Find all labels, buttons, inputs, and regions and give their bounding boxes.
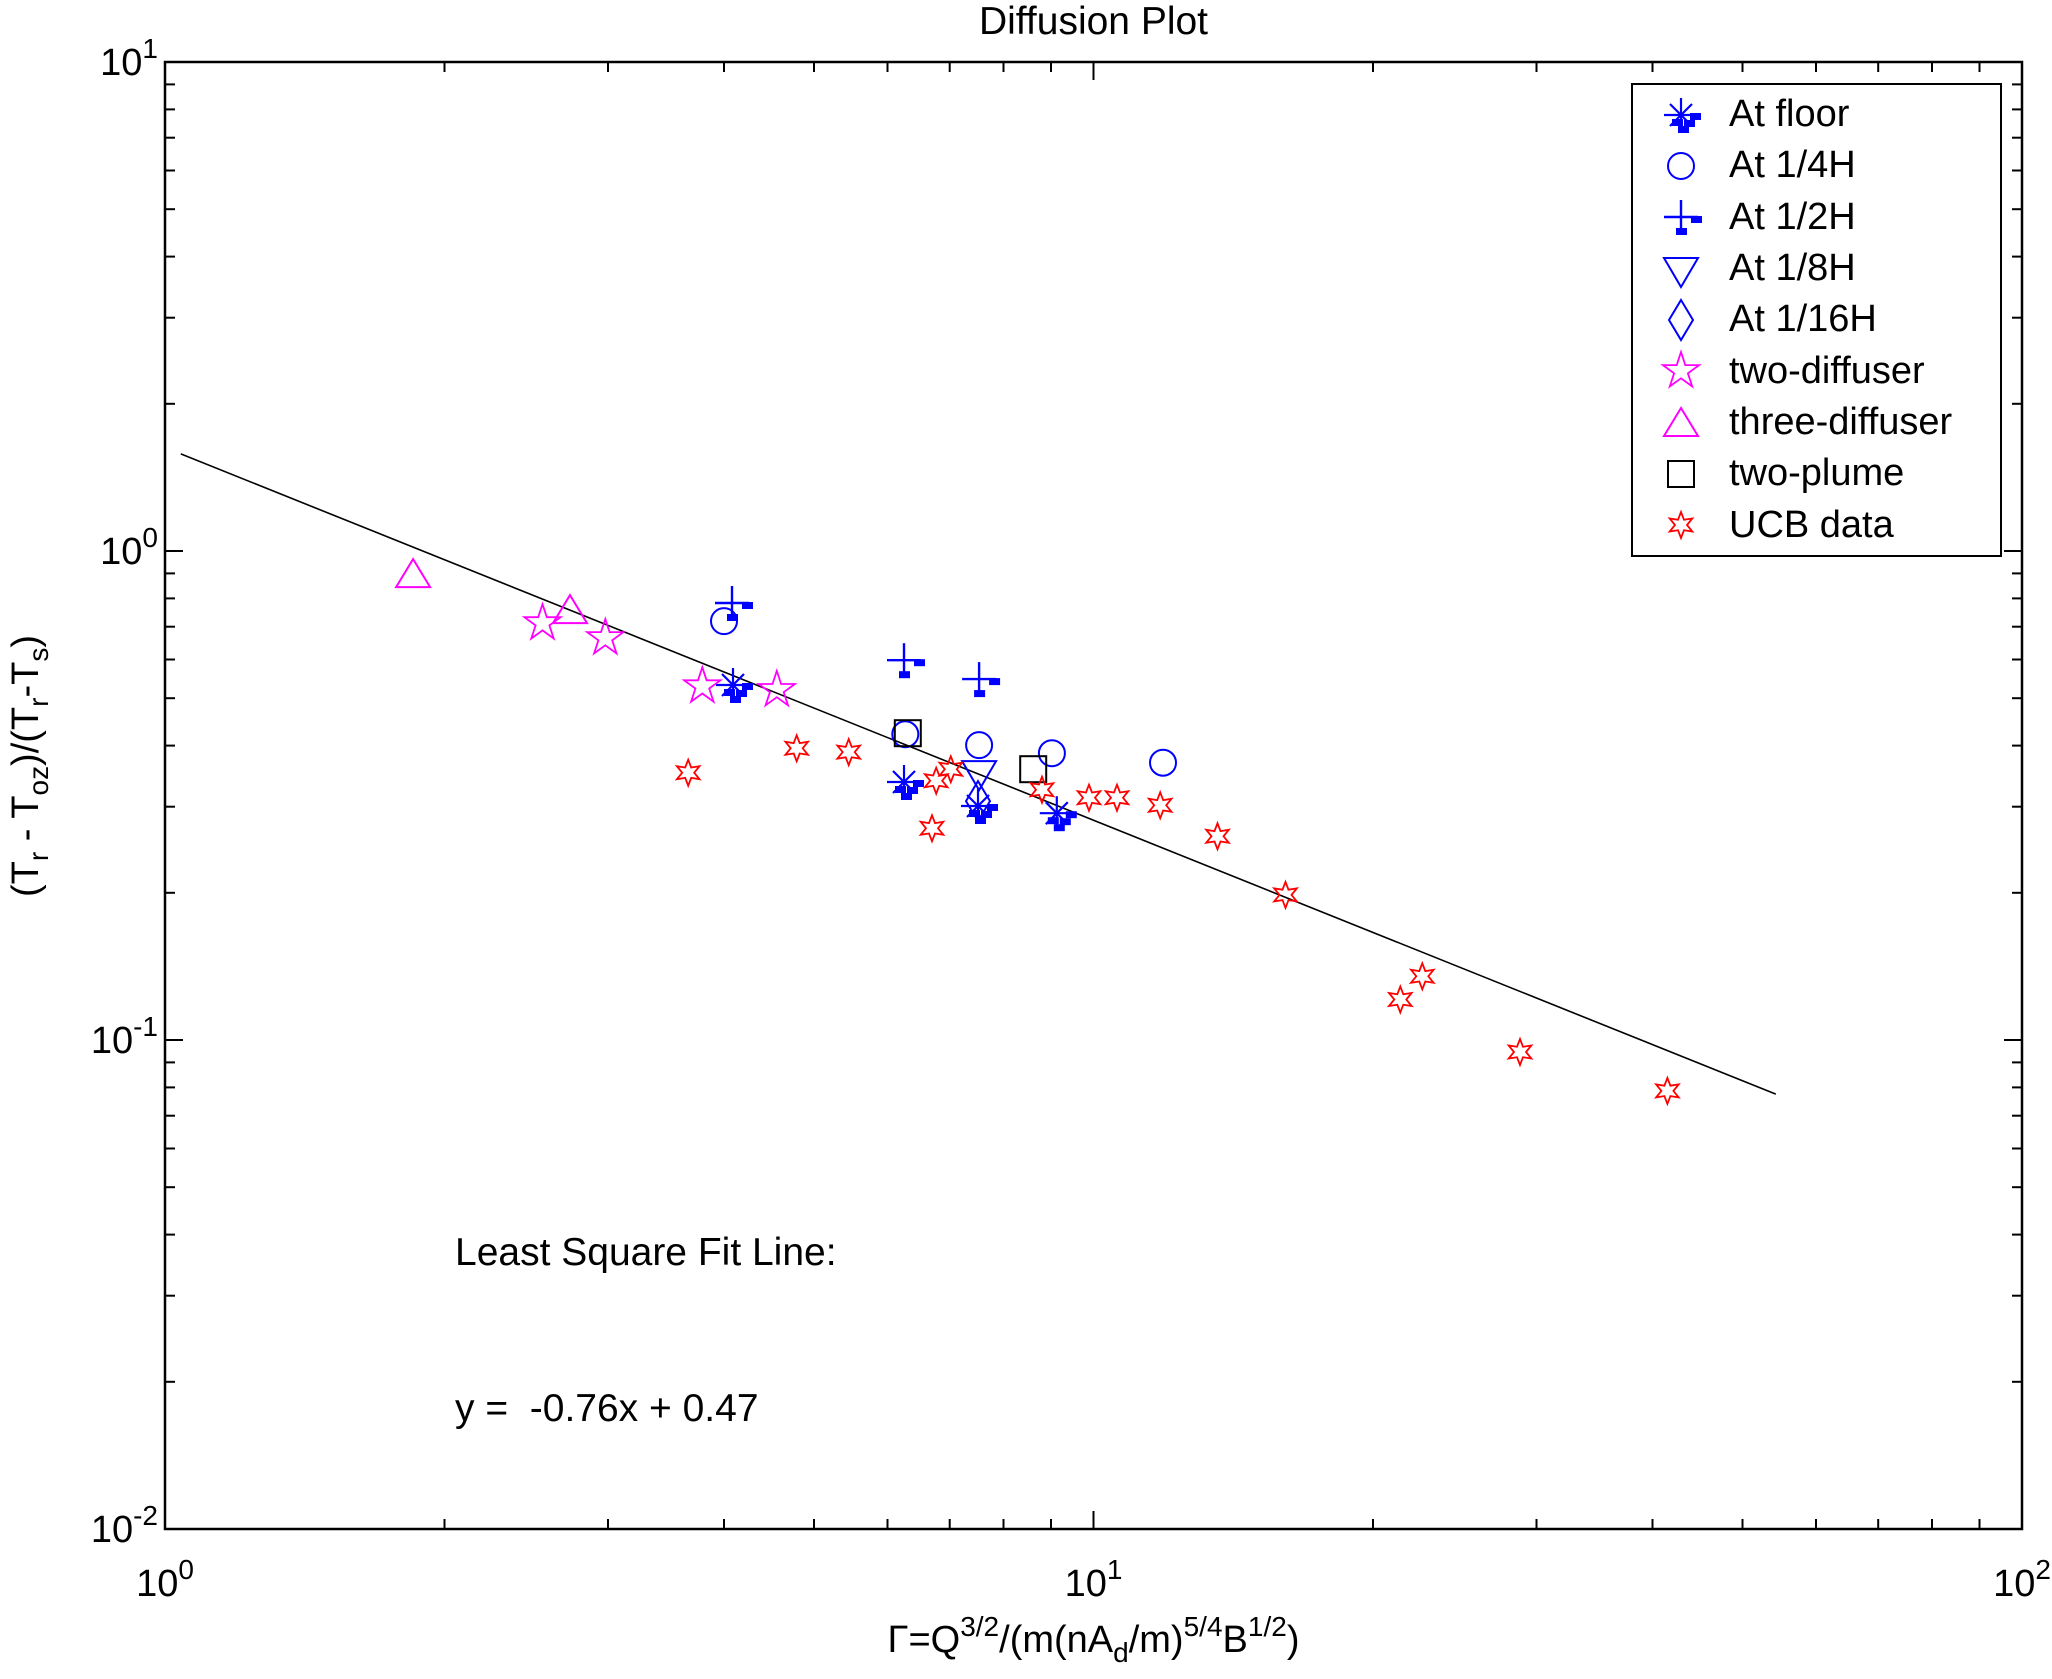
y-tick-label: 10-2 [91, 1500, 158, 1551]
x-axis-label: Γ=Q3/2/(m(nAd/m)5/4B1/2) [888, 1611, 1300, 1668]
series-at-1-2h [715, 586, 1001, 698]
data-point [674, 757, 702, 789]
data-point [783, 732, 811, 764]
legend-item-two-plume: two-plume [1633, 451, 2000, 497]
y-tick-label: 101 [100, 33, 158, 84]
data-point [961, 789, 998, 824]
data-point [1019, 755, 1048, 784]
triangle-up-marker-icon [1633, 400, 1729, 446]
data-point [835, 736, 863, 768]
data-point [893, 719, 922, 748]
data-point [937, 753, 965, 785]
circle-marker-icon [1633, 143, 1729, 189]
data-point [1386, 983, 1414, 1016]
data-point [1408, 960, 1436, 992]
data-point [1149, 748, 1177, 777]
data-point [394, 557, 432, 589]
series-two-diffuser [521, 601, 798, 708]
series-three-diffuser [394, 557, 589, 625]
data-point [891, 720, 920, 749]
data-point [1037, 739, 1066, 768]
data-point [1028, 774, 1056, 806]
legend-item-at-half-h: At 1/2H [1633, 194, 2000, 240]
data-point [1146, 789, 1174, 821]
data-point [1653, 1075, 1681, 1107]
x-tick-labels: 100 101 102 [136, 1554, 2051, 1605]
fit-line [180, 453, 1777, 1095]
fit-annotation-line2: y = -0.76x + 0.47 [455, 1387, 759, 1431]
data-point [922, 765, 950, 797]
data-point [965, 731, 994, 760]
plus-marker-icon [1633, 194, 1729, 240]
data-point [715, 586, 753, 621]
data-point [710, 607, 738, 636]
fit-annotation-line1: Least Square Fit Line: [455, 1230, 837, 1274]
pentagram-marker-icon [1633, 348, 1729, 394]
data-point [551, 593, 589, 625]
data-point [1103, 782, 1131, 814]
data-point [755, 668, 798, 708]
data-point [1506, 1036, 1534, 1068]
data-point [1075, 782, 1103, 814]
data-point [960, 760, 998, 793]
legend: At floor At 1/4H At 1/2H At 1/8H At 1/16… [1631, 83, 2002, 557]
legend-item-two-diffuser: two-diffuser [1633, 348, 2000, 394]
data-point [584, 616, 627, 656]
x-tick-label: 101 [1065, 1554, 1123, 1605]
legend-item-at-quarter-h: At 1/4H [1633, 143, 2000, 189]
plot-title: Diffusion Plot [978, 0, 1209, 43]
x-tick-label: 100 [136, 1554, 194, 1605]
series-at-floor [716, 668, 1077, 832]
x-tick-label: 102 [1993, 1554, 2051, 1605]
legend-item-at-sixteenth-h: At 1/16H [1633, 297, 2000, 343]
series-two-plume [893, 719, 1048, 784]
data-point [681, 664, 724, 704]
data-point [1204, 820, 1231, 852]
data-point [1272, 879, 1299, 911]
data-point [918, 812, 946, 844]
square-marker-icon [1633, 451, 1729, 497]
diamond-marker-icon [1633, 297, 1729, 343]
fit-annotation: Least Square Fit Line: y = -0.76x + 0.47 [455, 1122, 837, 1540]
hexagram-marker-icon [1633, 502, 1729, 548]
data-point [962, 662, 1001, 698]
data-point [1039, 796, 1077, 832]
series-ucb-data [674, 732, 1681, 1107]
axis-ticks [164, 61, 2023, 1530]
y-tick-label: 100 [100, 522, 158, 573]
data-point [716, 668, 753, 703]
legend-item-ucb-data: UCB data [1633, 502, 2000, 548]
data-point [887, 765, 924, 800]
data-point [887, 643, 925, 679]
y-tick-label: 10-1 [91, 1011, 158, 1062]
y-axis-label: (Tr - Toz)/(Tr-Ts) [5, 635, 54, 897]
asterisk-marker-icon [1633, 92, 1729, 138]
series-at-1-8h [960, 760, 998, 793]
triangle-down-marker-icon [1633, 246, 1729, 292]
series-at-1-4h [710, 607, 1177, 777]
legend-item-at-eighth-h: At 1/8H [1633, 246, 2000, 292]
legend-item-three-diffuser: three-diffuser [1633, 400, 2000, 446]
series-at-1-16h [964, 779, 992, 824]
y-tick-labels: 101 100 10-1 10-2 [91, 33, 158, 1551]
legend-item-at-floor: At floor [1633, 92, 2000, 138]
data-point [964, 779, 992, 824]
